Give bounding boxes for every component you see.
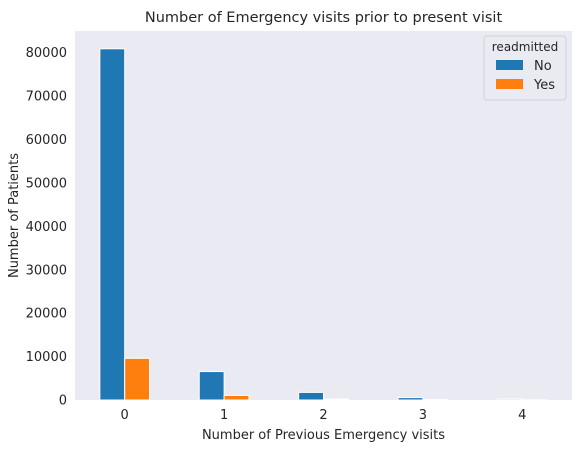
bar-no-2 [299, 392, 324, 400]
x-tick-label: 1 [220, 408, 228, 423]
legend-label-yes: Yes [533, 78, 555, 93]
y-tick-label: 0 [59, 394, 67, 409]
chart-title: Number of Emergency visits prior to pres… [145, 10, 503, 26]
bar-no-0 [100, 49, 125, 400]
x-axis-ticks: 0 1 2 3 4 [121, 408, 527, 423]
y-tick-label: 50000 [26, 176, 67, 191]
y-tick-label: 70000 [26, 90, 67, 105]
bar-no-3 [398, 398, 423, 400]
x-tick-label: 4 [518, 408, 526, 423]
legend-label-no: No [534, 59, 552, 74]
y-tick-label: 60000 [26, 133, 67, 148]
bar-yes-0 [125, 358, 150, 400]
x-tick-label: 3 [419, 408, 427, 423]
y-tick-label: 80000 [26, 46, 67, 61]
y-axis-ticks: 0 10000 20000 30000 40000 50000 60000 70000 8000… [26, 46, 67, 408]
bar-no-4 [497, 399, 522, 400]
y-tick-label: 30000 [26, 263, 67, 278]
x-tick-label: 2 [319, 408, 327, 423]
bar-yes-2 [324, 399, 349, 400]
legend-swatch-yes [496, 79, 523, 89]
y-tick-label: 40000 [26, 220, 67, 235]
y-axis-label: Number of Patients [7, 153, 22, 278]
legend: readmitted No Yes [484, 36, 566, 100]
x-tick-label: 0 [121, 408, 129, 423]
y-tick-label: 10000 [26, 350, 67, 365]
bar-no-1 [199, 372, 224, 400]
legend-swatch-no [496, 60, 523, 70]
x-axis-label: Number of Previous Emergency visits [202, 428, 445, 443]
bar-yes-1 [224, 395, 249, 400]
legend-title: readmitted [492, 40, 558, 54]
y-tick-label: 20000 [26, 307, 67, 322]
